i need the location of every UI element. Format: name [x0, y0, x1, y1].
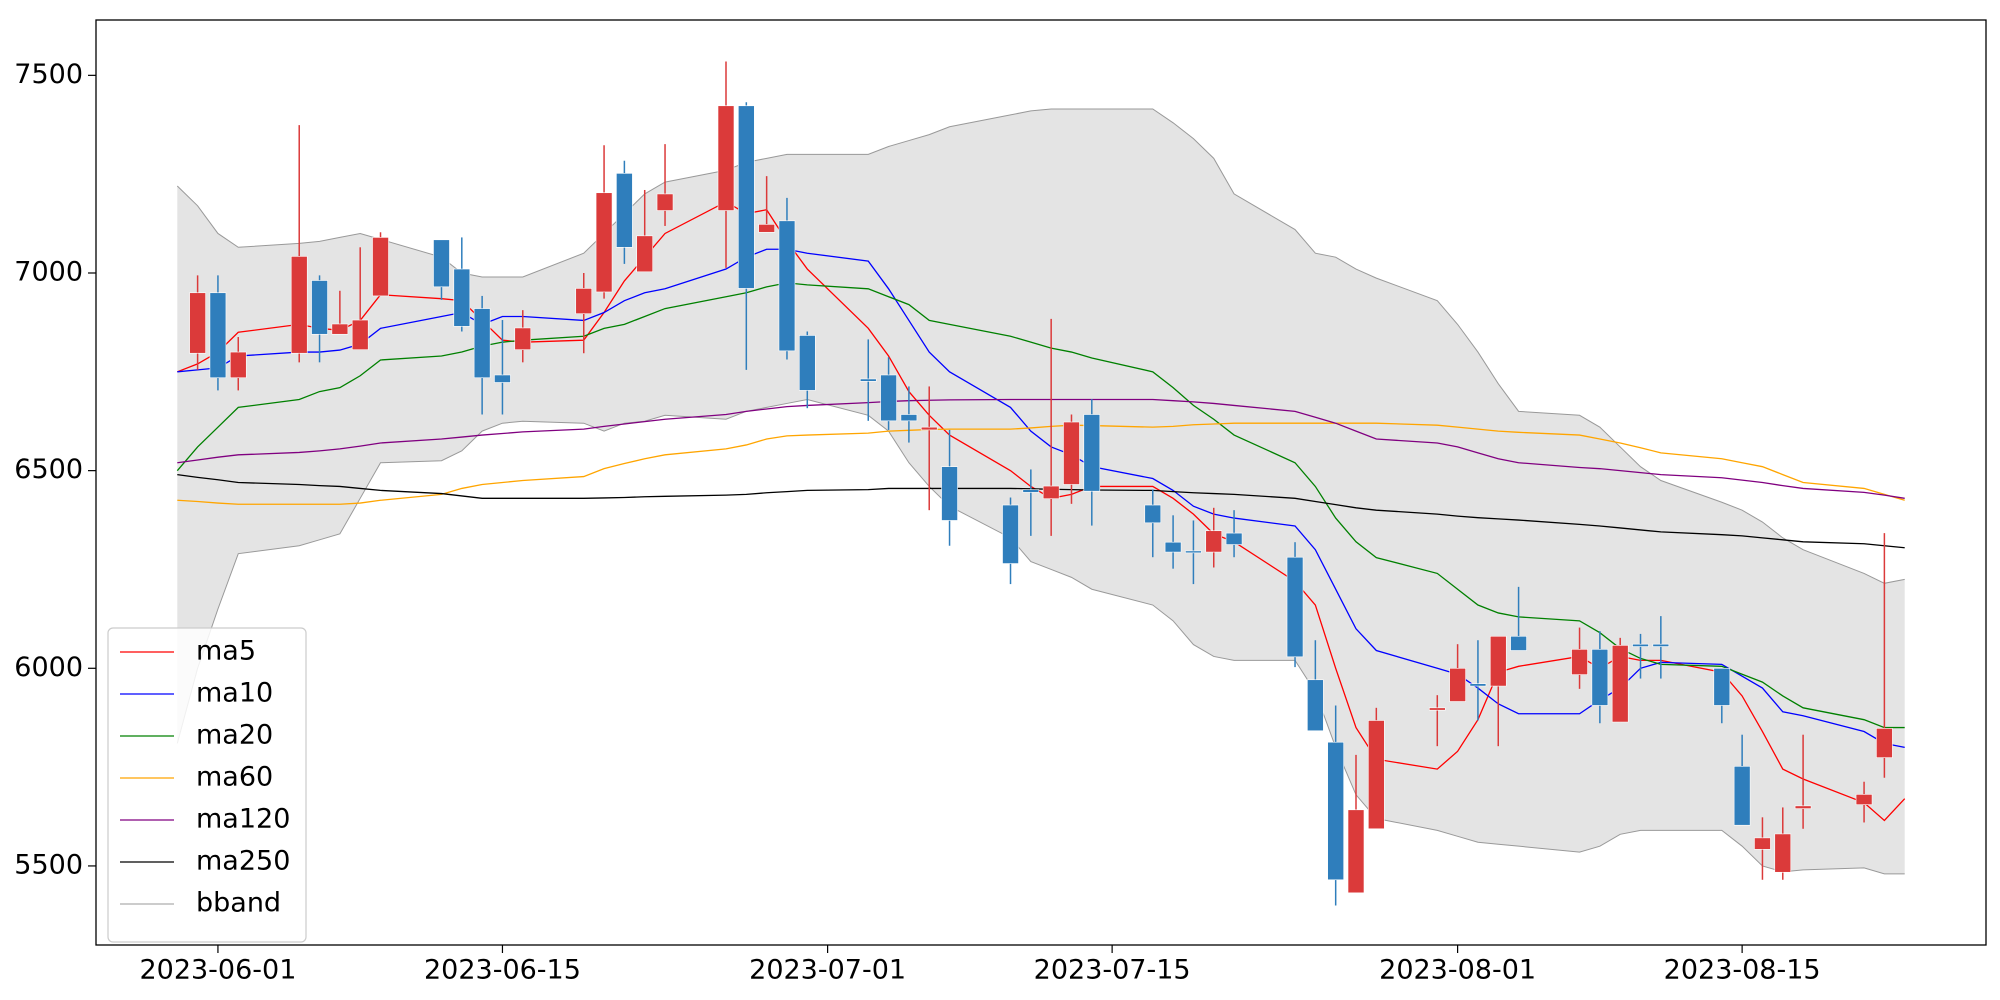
- candle-body: [290, 256, 308, 354]
- candle-body: [1185, 550, 1202, 554]
- candle-body: [494, 374, 511, 383]
- candle-body: [372, 237, 389, 297]
- x-tick-label: 2023-08-15: [1664, 955, 1821, 986]
- candle-body: [311, 280, 328, 335]
- band-lower: [176, 398, 1905, 875]
- candle-body: [1591, 649, 1609, 706]
- candle-body: [1225, 532, 1243, 545]
- legend-box: [107, 627, 307, 943]
- y-tick-label: 5500: [14, 849, 83, 880]
- candle-body: [1368, 720, 1385, 830]
- candle-body: [1205, 530, 1223, 553]
- x-tick-label: 2023-06-01: [139, 955, 296, 986]
- ma-line: [177, 422, 1905, 505]
- ma-line: [177, 398, 1905, 499]
- plot-area: [176, 61, 1906, 906]
- candle-body: [859, 378, 877, 382]
- candle-body: [636, 235, 654, 273]
- candle-body: [778, 220, 796, 352]
- candle-body: [1063, 421, 1080, 485]
- candle-body: [1002, 504, 1019, 564]
- candle-body: [1510, 635, 1527, 651]
- candle-body: [1286, 556, 1304, 658]
- candle-body: [595, 192, 613, 293]
- candle-body: [351, 319, 369, 350]
- legend-label: bband: [196, 888, 281, 919]
- candle-body: [229, 351, 247, 379]
- candle-body: [209, 292, 227, 379]
- legend-label: ma250: [196, 846, 290, 877]
- candle-body: [1876, 728, 1893, 758]
- y-tick-label: 6000: [14, 652, 83, 683]
- candle-body: [1307, 679, 1324, 732]
- candle-body: [1469, 683, 1487, 687]
- candle-body: [1347, 809, 1365, 894]
- candle-body: [1327, 741, 1344, 881]
- legend-label: ma60: [196, 762, 273, 793]
- candle-body: [1164, 541, 1182, 553]
- candle-body: [1632, 643, 1649, 647]
- candle-body: [920, 426, 938, 431]
- candle-body: [575, 288, 593, 315]
- candle-body: [1042, 485, 1060, 500]
- legend-label: ma5: [196, 636, 256, 667]
- candle-body: [1144, 504, 1162, 524]
- candle-body: [1022, 489, 1040, 493]
- candle-body: [616, 173, 633, 248]
- candle-body: [1428, 707, 1446, 711]
- candle-body: [1733, 766, 1751, 826]
- ma-line: [177, 473, 1905, 549]
- candle-body: [514, 327, 532, 350]
- candle-body: [1794, 805, 1812, 809]
- axes-frame: [95, 19, 1987, 946]
- candle-body: [1571, 649, 1588, 675]
- candle-body: [717, 105, 735, 211]
- candle-body: [1855, 794, 1873, 805]
- candle-body: [473, 308, 491, 379]
- candle-body: [433, 239, 450, 288]
- candle-body: [1489, 635, 1507, 687]
- candle-body: [453, 268, 471, 327]
- legend-label: ma120: [196, 804, 290, 835]
- x-tick-label: 2023-07-15: [1034, 955, 1191, 986]
- candle-body: [798, 335, 816, 391]
- candle-body: [1774, 833, 1792, 873]
- y-tick-label: 7500: [14, 59, 83, 90]
- candle-body: [1083, 414, 1101, 492]
- candle-body: [189, 292, 206, 354]
- legend: ma5 ma10 ma20 ma60 ma120 ma250 bband: [107, 627, 307, 943]
- candle-body: [738, 105, 755, 289]
- candle-body: [1449, 667, 1466, 702]
- band-fill: [177, 108, 1905, 874]
- x-tick-label: 2023-06-15: [424, 955, 581, 986]
- candle-body: [941, 466, 958, 521]
- candle-body: [758, 224, 775, 233]
- x-tick-label: 2023-08-01: [1379, 955, 1536, 986]
- candle-body: [1652, 643, 1670, 647]
- candle-body: [656, 193, 674, 211]
- x-tick-label: 2023-07-01: [749, 955, 906, 986]
- candle-body: [880, 374, 897, 422]
- candle-body: [1611, 645, 1629, 723]
- y-tick-label: 7000: [14, 256, 83, 287]
- y-tick-label: 6500: [14, 454, 83, 485]
- legend-label: ma10: [196, 678, 273, 709]
- candle-body: [331, 323, 349, 335]
- legend-label: ma20: [196, 720, 273, 751]
- candle-body: [1713, 667, 1731, 706]
- candle-body: [1754, 837, 1771, 850]
- candle-body: [900, 414, 918, 422]
